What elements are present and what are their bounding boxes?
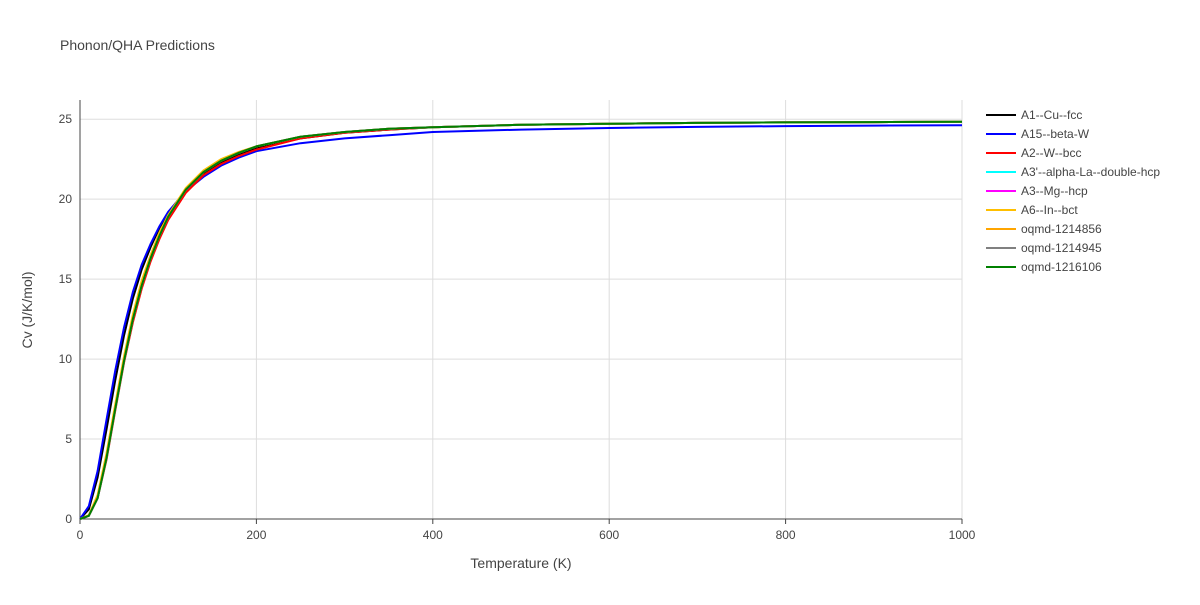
chart-title: Phonon/QHA Predictions	[60, 37, 215, 53]
legend-label: A2--W--bcc	[1021, 146, 1081, 160]
legend-label: A15--beta-W	[1021, 127, 1090, 141]
x-tick-label: 400	[423, 528, 443, 542]
y-tick-label: 15	[59, 272, 73, 286]
legend-label: A6--In--bct	[1021, 203, 1078, 217]
legend-label: A3--Mg--hcp	[1021, 184, 1088, 198]
x-tick-label: 200	[246, 528, 266, 542]
legend-label: oqmd-1214856	[1021, 222, 1102, 236]
x-axis-title: Temperature (K)	[470, 555, 571, 571]
series-line	[79, 120, 963, 520]
y-tick-label: 25	[59, 112, 73, 126]
x-tick-label: 1000	[949, 528, 976, 542]
series-line	[79, 120, 963, 520]
legend-label: A3'--alpha-La--double-hcp	[1021, 165, 1160, 179]
series-line	[79, 124, 963, 520]
x-tick-label: 800	[776, 528, 796, 542]
series-line	[79, 120, 963, 520]
x-tick-label: 600	[599, 528, 619, 542]
series-line	[79, 120, 963, 520]
y-tick-label: 10	[59, 352, 73, 366]
series-line	[79, 120, 963, 520]
series-line	[79, 120, 963, 520]
legend-label: oqmd-1216106	[1021, 260, 1102, 274]
series-line	[79, 120, 963, 520]
x-tick-label: 0	[77, 528, 84, 542]
legend-label: oqmd-1214945	[1021, 241, 1102, 255]
legend-label: A1--Cu--fcc	[1021, 108, 1082, 122]
y-axis-title: Cv (J/K/mol)	[19, 272, 35, 349]
series-line	[79, 120, 963, 520]
y-tick-label: 5	[65, 432, 72, 446]
y-tick-label: 20	[59, 192, 73, 206]
y-tick-label: 0	[65, 512, 72, 526]
